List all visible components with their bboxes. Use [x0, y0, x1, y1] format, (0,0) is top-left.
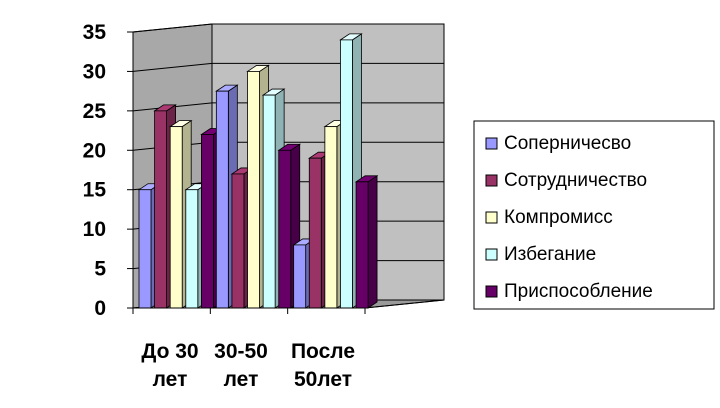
bar-front	[169, 126, 183, 309]
axes	[127, 31, 366, 314]
legend-swatch	[485, 248, 498, 261]
x-category-label: лет	[153, 368, 188, 391]
legend: Соперничесво Сотрудничество Компромисс Избе…	[473, 120, 715, 310]
bar-front	[278, 149, 292, 309]
x-category-label: лет	[224, 368, 259, 391]
x-category-label: До 30	[141, 340, 198, 363]
y-tick-label: 15	[83, 179, 107, 202]
y-tick-label: 35	[83, 21, 107, 44]
bars	[137, 33, 379, 309]
x-category-labels: До 30 лет 30-50 лет После 50лет	[141, 340, 355, 391]
gridline	[132, 62, 444, 72]
gridline	[132, 23, 444, 33]
legend-swatch	[485, 285, 498, 298]
bar-front	[185, 189, 199, 309]
bar-front	[200, 134, 214, 309]
floor-divider	[364, 299, 445, 309]
bar-front	[231, 173, 245, 309]
bar-front	[247, 71, 260, 309]
legend-label: Соперничесво	[504, 133, 631, 154]
legend-label: Сотрудничество	[504, 170, 647, 191]
legend-swatch	[485, 174, 498, 187]
legend-swatch	[485, 211, 498, 224]
legend-label: Компромисс	[504, 207, 613, 228]
legend-box	[473, 120, 715, 310]
y-tick-label: 0	[94, 297, 106, 320]
bar-front	[154, 110, 168, 309]
bar-front	[324, 126, 338, 309]
bar-front	[215, 90, 229, 309]
legend-swatch	[485, 137, 498, 150]
bar-side	[367, 175, 378, 309]
bar-front	[340, 39, 353, 309]
bar-front	[308, 157, 322, 309]
legend-label: Приспособление	[504, 281, 653, 302]
x-category-label: 50лет	[294, 368, 352, 391]
bar-front	[262, 94, 276, 309]
x-category-label: 30-50	[214, 340, 268, 363]
y-tick-label: 10	[83, 218, 106, 241]
y-tick-label: 5	[94, 258, 106, 281]
y-tick-labels: 0 5 10 15 20 25 30 35	[83, 21, 107, 320]
bar	[354, 175, 379, 309]
bar-front	[138, 189, 152, 309]
x-category-label: После	[291, 340, 355, 363]
legend-label: Избегание	[504, 244, 596, 265]
y-tick-label: 25	[83, 100, 107, 123]
y-tick-label: 20	[83, 139, 106, 162]
bar-front	[293, 244, 307, 309]
y-tick-label: 30	[83, 60, 106, 83]
bar-front	[355, 181, 369, 309]
